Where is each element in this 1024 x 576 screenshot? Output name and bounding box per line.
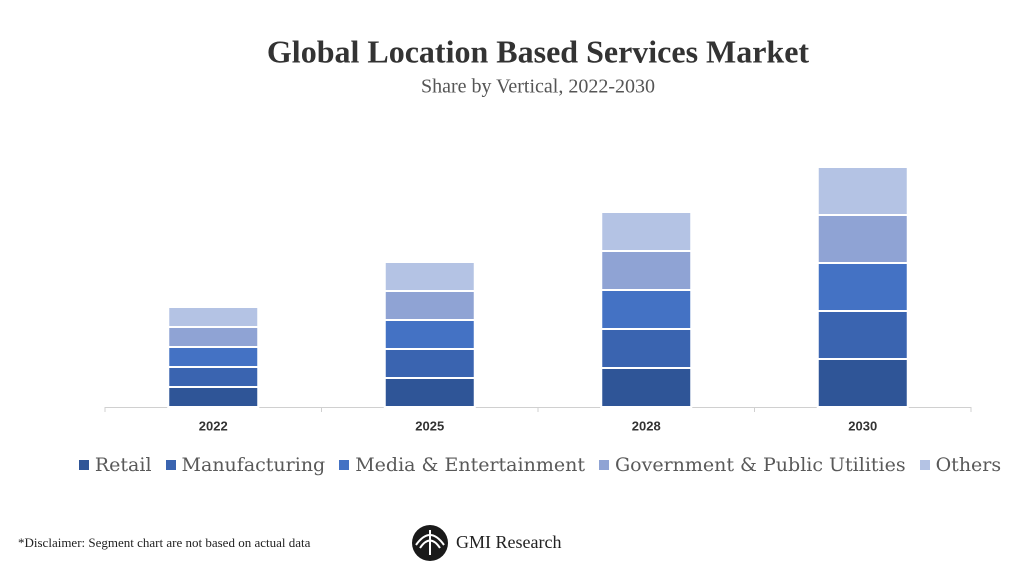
legend-swatch [919,460,930,470]
bar-segment [816,262,909,312]
legend-label: Retail [94,454,152,476]
bar-segment [383,261,476,292]
bar-segment [383,348,476,379]
legend-swatch [598,460,609,470]
bar-segment [600,211,693,252]
bar-segment [383,290,476,321]
legend-label: Manufacturing [181,454,326,476]
legend-swatch [78,460,89,470]
legend: Retail Manufacturing Media & Entertainment… [0,454,1024,476]
bar-segment [167,386,260,408]
bar-segment [383,377,476,408]
legend-label: Government & Public Utilities [614,454,906,476]
x-tick-label: 2030 [848,418,877,433]
bar-segment [816,358,909,408]
bar-segment [600,328,693,369]
legend-swatch [339,460,350,470]
disclaimer: *Disclaimer: Segment chart are not based… [18,535,311,550]
bar-segment [816,166,909,216]
brand-name: GMI Research [456,532,561,552]
bar-segment [167,366,260,388]
bar-segment [167,346,260,368]
legend-item: Government & Public Utilities [598,454,906,476]
legend-label: Others [935,454,1002,476]
legend-item: Others [919,454,1002,476]
bar-segment [600,367,693,408]
legend-swatch [165,460,176,470]
bar-segment [600,289,693,330]
bar-segment [600,250,693,291]
bar-segment [167,306,260,328]
x-tick-label: 2025 [415,418,444,433]
brand-logo-mark [415,530,445,555]
bar-segment [167,326,260,348]
bar-segment [383,319,476,350]
x-tick-label: 2022 [199,418,228,433]
chart-subtitle: Share by Vertical, 2022-2030 [421,76,655,98]
x-tick-label: 2028 [632,418,661,433]
bar-segment [816,214,909,264]
legend-item: Manufacturing [165,454,326,476]
legend-item: Retail [78,454,152,476]
bar-segment [816,310,909,360]
legend-label: Media & Entertainment [355,454,585,476]
chart-title: Global Location Based Services Market [267,33,810,69]
legend-item: Media & Entertainment [339,454,585,476]
